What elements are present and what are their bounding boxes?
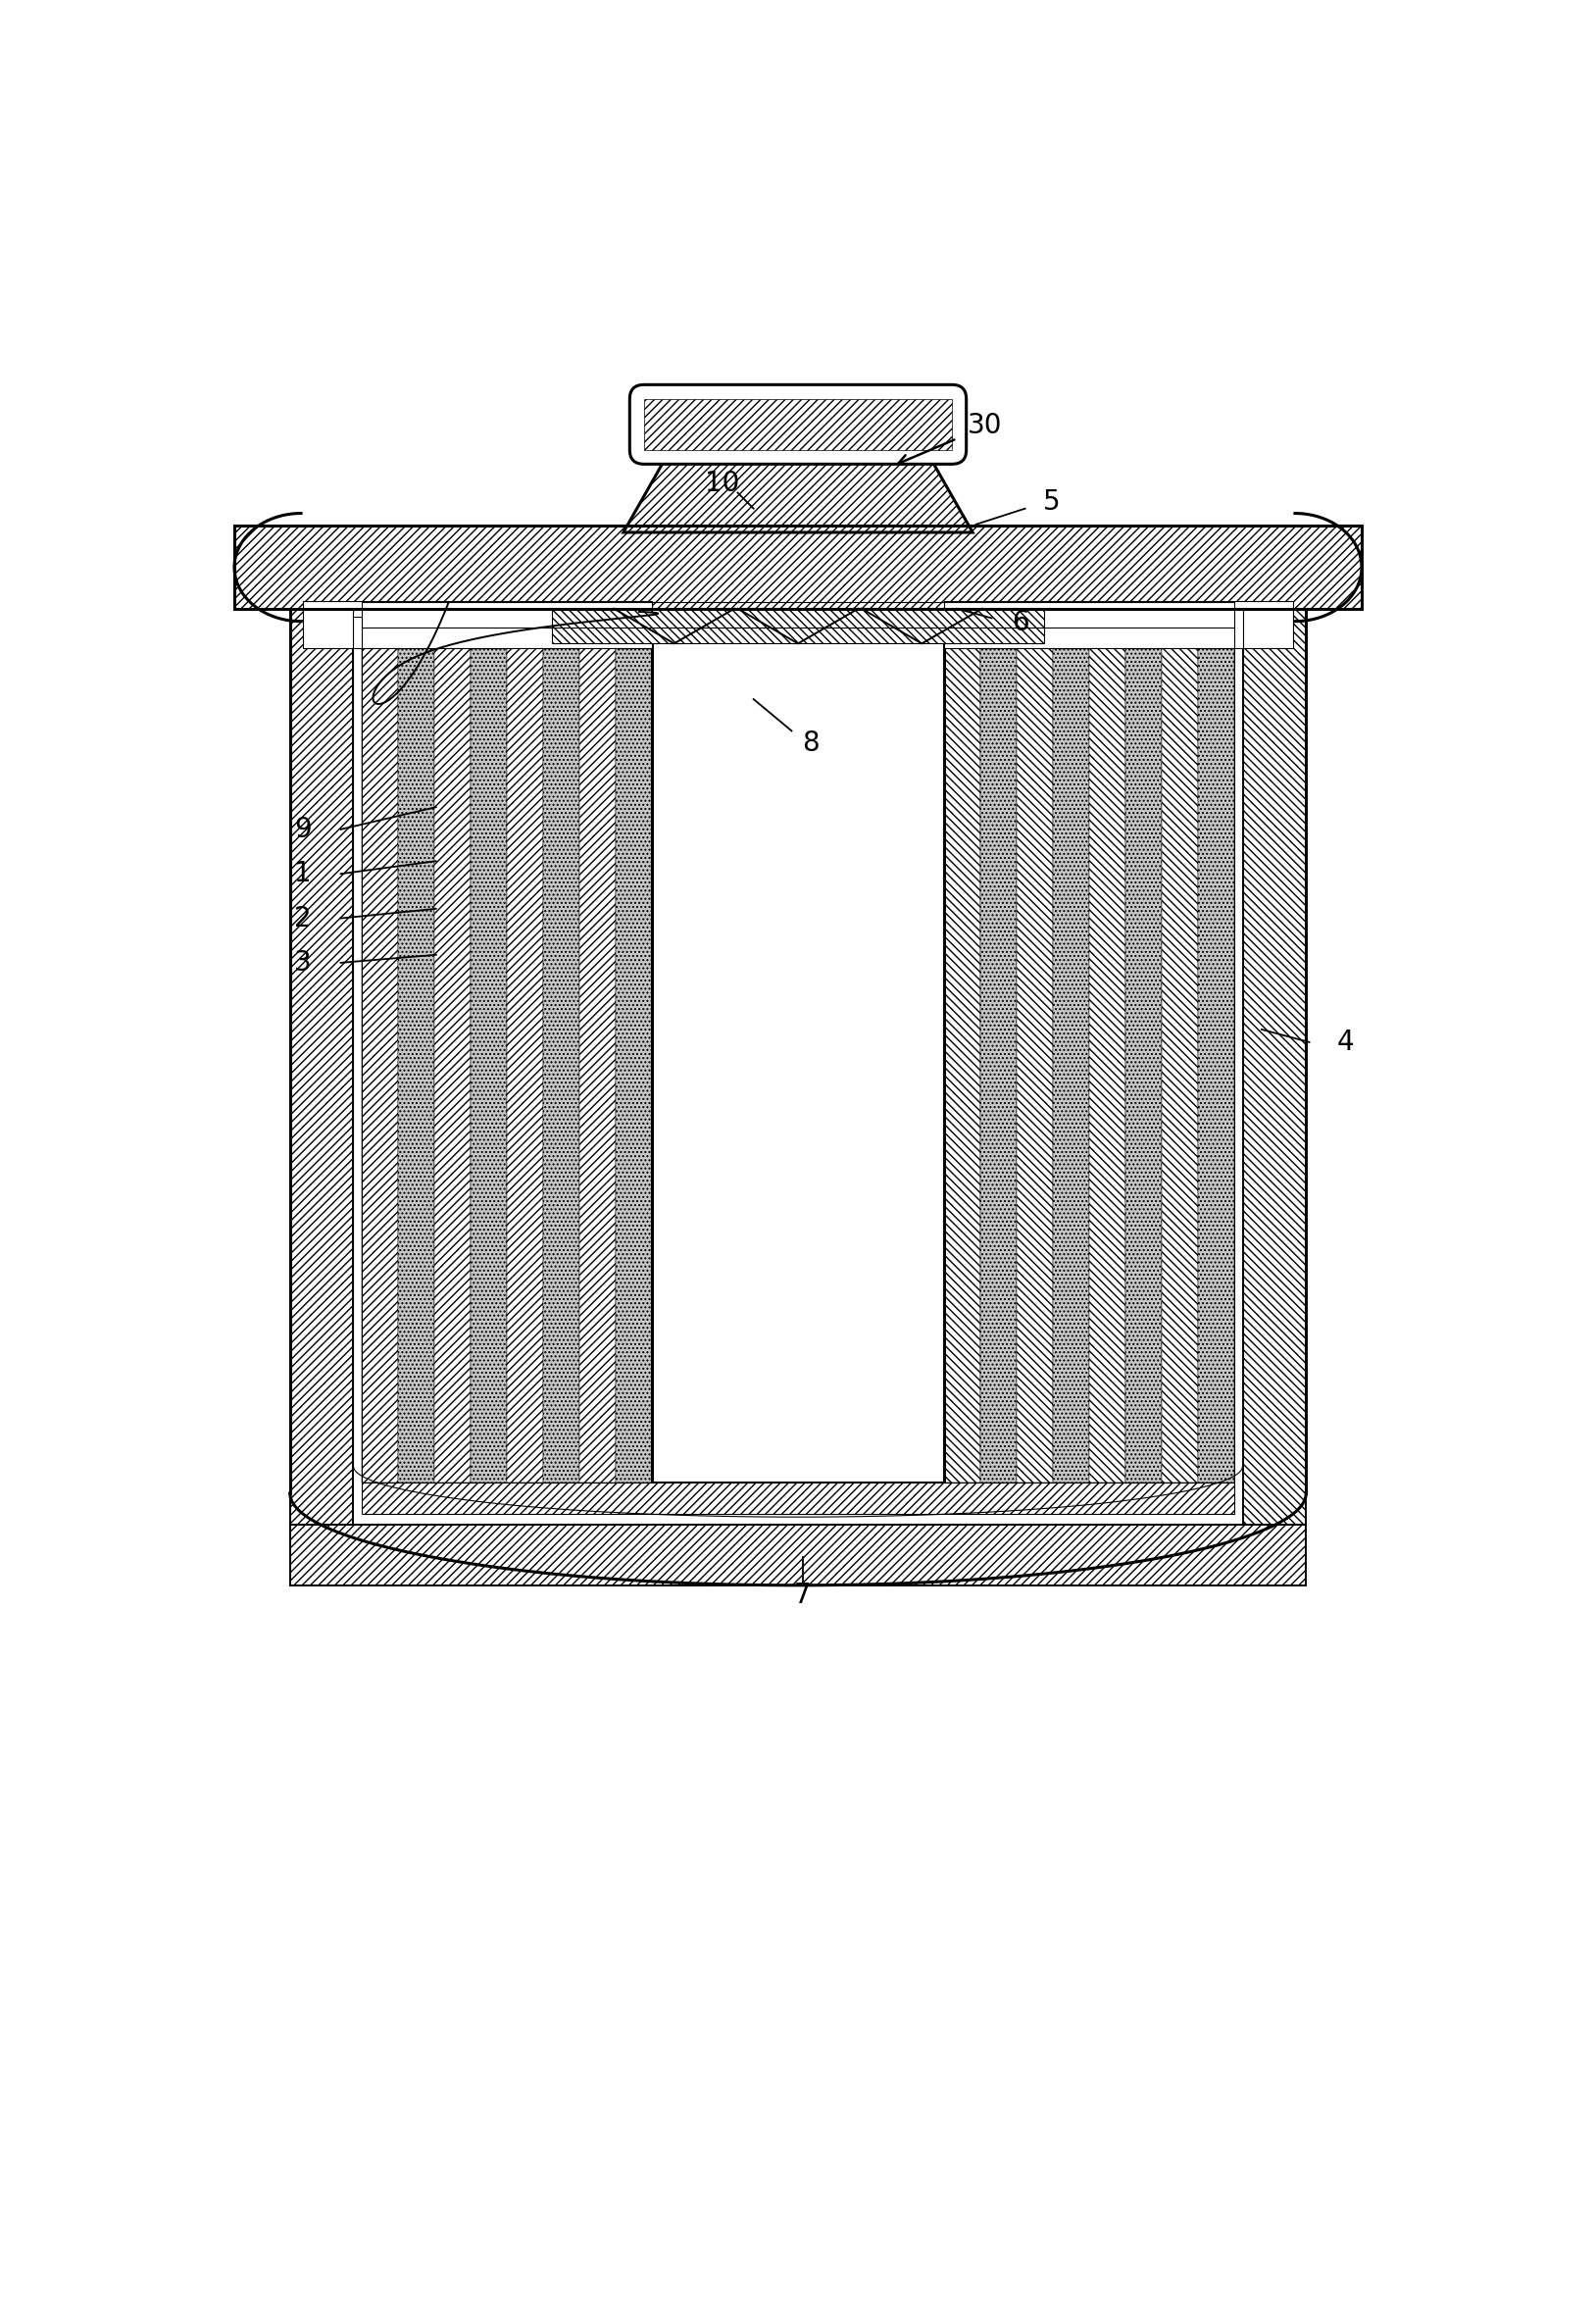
Bar — [543, 627, 579, 1483]
Bar — [397, 627, 434, 1483]
Bar — [506, 627, 543, 1483]
Bar — [1053, 627, 1090, 1483]
Bar — [616, 627, 651, 1483]
Bar — [303, 601, 651, 648]
Polygon shape — [624, 439, 972, 532]
Text: 2: 2 — [294, 904, 311, 932]
Bar — [361, 627, 397, 1483]
Bar — [980, 627, 1017, 1483]
Bar — [945, 627, 980, 1483]
Bar — [471, 627, 506, 1483]
Bar — [361, 1483, 1235, 1513]
Bar — [1017, 627, 1053, 1483]
Bar — [1199, 627, 1235, 1483]
Text: 3: 3 — [294, 948, 311, 976]
Text: 30: 30 — [967, 412, 1002, 439]
Text: 7: 7 — [795, 1582, 811, 1608]
Bar — [643, 398, 953, 449]
Text: 10: 10 — [704, 470, 739, 497]
Bar — [651, 627, 945, 1483]
Bar — [434, 627, 471, 1483]
Bar — [1243, 608, 1306, 1538]
Text: 9: 9 — [294, 816, 311, 842]
Bar — [552, 608, 1044, 643]
FancyBboxPatch shape — [630, 384, 966, 465]
Bar — [1125, 627, 1162, 1483]
Text: 8: 8 — [803, 731, 819, 756]
Bar — [361, 601, 1235, 627]
Bar — [1090, 627, 1125, 1483]
Text: 1: 1 — [294, 860, 311, 888]
Bar — [945, 601, 1293, 648]
Bar — [290, 1524, 1306, 1584]
Bar — [1162, 627, 1199, 1483]
Bar — [579, 627, 616, 1483]
Text: 5: 5 — [1044, 488, 1061, 516]
Text: 4: 4 — [1337, 1029, 1355, 1057]
Text: 6: 6 — [1012, 608, 1029, 636]
Bar — [290, 608, 353, 1538]
Bar — [235, 525, 1361, 608]
